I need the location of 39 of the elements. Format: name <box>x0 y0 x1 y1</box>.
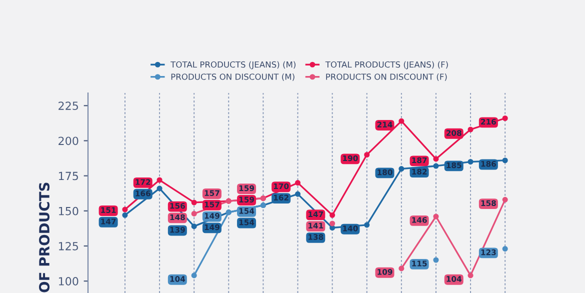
y-tick-label: 150 <box>58 206 78 216</box>
y-tick-label: 125 <box>58 242 78 250</box>
point <box>330 212 336 218</box>
point <box>191 200 197 206</box>
legend-label: PRODUCTS ON DISCOUNT (F) <box>326 73 447 81</box>
point <box>364 152 370 158</box>
point <box>502 196 508 202</box>
point <box>398 266 404 272</box>
point <box>122 206 128 212</box>
legend-label: PRODUCTS ON DISCOUNT (M) <box>171 73 294 81</box>
point <box>468 158 474 165</box>
point <box>433 214 439 220</box>
point <box>330 220 336 226</box>
point <box>468 272 474 278</box>
point <box>191 272 197 278</box>
point <box>398 118 404 124</box>
point <box>156 186 162 192</box>
point <box>191 210 197 216</box>
point <box>122 212 128 218</box>
legend-label: TOTAL PRODUCTS (JEANS) (F) <box>325 61 448 70</box>
point <box>433 156 439 162</box>
legend-label: TOTAL PRODUCTS (JEANS) (M) <box>170 61 296 70</box>
point <box>433 257 439 263</box>
y-axis-title: OF PRODUCTS <box>39 182 50 292</box>
point <box>502 158 508 164</box>
y-tick-label: 175 <box>58 172 78 180</box>
point <box>433 163 439 169</box>
point <box>502 246 508 252</box>
point <box>398 166 404 172</box>
y-tick-label: 200 <box>58 136 78 146</box>
point <box>468 126 474 132</box>
point <box>156 177 162 183</box>
point <box>502 115 508 122</box>
y-tick-label: 100 <box>58 277 78 286</box>
point <box>191 224 197 230</box>
point <box>294 180 301 186</box>
point <box>294 191 301 197</box>
point <box>364 222 370 228</box>
y-tick-label: 225 <box>58 102 78 110</box>
